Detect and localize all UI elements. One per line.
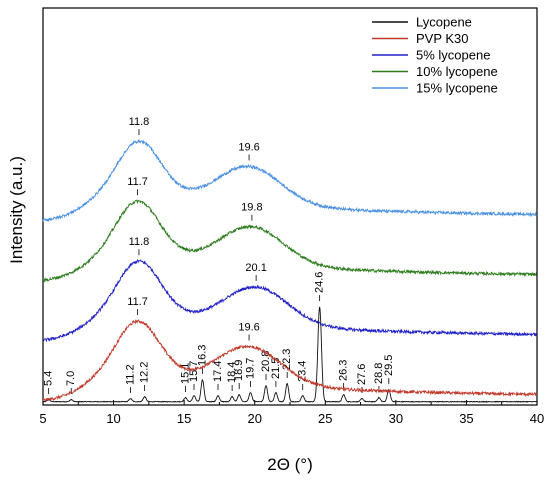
legend-label: 10% lycopene — [416, 64, 498, 79]
legend-label: Lycopene — [416, 15, 472, 30]
series-line-15-lycopene — [42, 139, 537, 223]
series-line-5-lycopene — [42, 258, 538, 343]
peak-label: 5.4 — [43, 371, 55, 386]
peak-label: 20.8 — [260, 351, 272, 372]
x-tick-label: 15 — [177, 411, 191, 426]
series-line-lycopene — [42, 306, 537, 403]
peak-label: 12.2 — [139, 362, 151, 383]
peak-label: 11.2 — [125, 364, 137, 385]
peak-label: 29.5 — [383, 355, 395, 376]
legend-label: 5% lycopene — [416, 48, 490, 63]
peak-label: 11.7 — [127, 176, 148, 188]
x-tick-label: 25 — [318, 411, 332, 426]
series-line-10-lycopene — [42, 199, 538, 283]
peak-label: 19.7 — [244, 358, 256, 379]
x-tick-label: 10 — [106, 411, 120, 426]
y-axis-title: Intensity (a.u.) — [7, 156, 26, 264]
plot-area: 5 10 15 20 25 30 35 405.4 7.0 11.2 12.2 15.115.716.… — [39, 7, 544, 426]
peak-label: 11.8 — [129, 236, 150, 248]
peak-label: 15.7 — [188, 361, 200, 382]
peak-label: 24.6 — [314, 272, 326, 293]
x-tick-label: 35 — [459, 411, 473, 426]
peak-label: 27.6 — [356, 364, 368, 385]
legend-label: 15% lycopene — [416, 81, 498, 96]
peak-label: 11.7 — [127, 296, 148, 308]
peak-label: 18.4 — [226, 362, 238, 383]
peak-label: 18.9 — [233, 360, 245, 381]
x-tick-label: 30 — [389, 411, 403, 426]
peak-label: 23.4 — [297, 361, 309, 382]
series-line-pvp-k30 — [42, 319, 538, 402]
peak-label: 28.8 — [373, 363, 385, 384]
peak-label: 19.6 — [238, 141, 259, 153]
x-tick-label: 40 — [530, 411, 544, 426]
peak-label: 22.3 — [281, 349, 293, 370]
peak-label: 19.8 — [241, 202, 262, 214]
peak-label: 26.3 — [338, 360, 350, 381]
peak-label: 19.6 — [238, 321, 259, 333]
peak-label: 11.8 — [129, 116, 150, 128]
peak-label: 7.0 — [65, 371, 77, 386]
peak-label: 20.1 — [245, 262, 266, 274]
x-axis-title: 2Θ (°) — [267, 455, 313, 474]
peak-label: 16.3 — [196, 345, 208, 366]
peak-label: 17.4 — [212, 361, 224, 382]
legend-label: PVP K30 — [416, 31, 469, 46]
x-tick-label: 5 — [39, 411, 46, 426]
x-tick-label: 20 — [247, 411, 261, 426]
